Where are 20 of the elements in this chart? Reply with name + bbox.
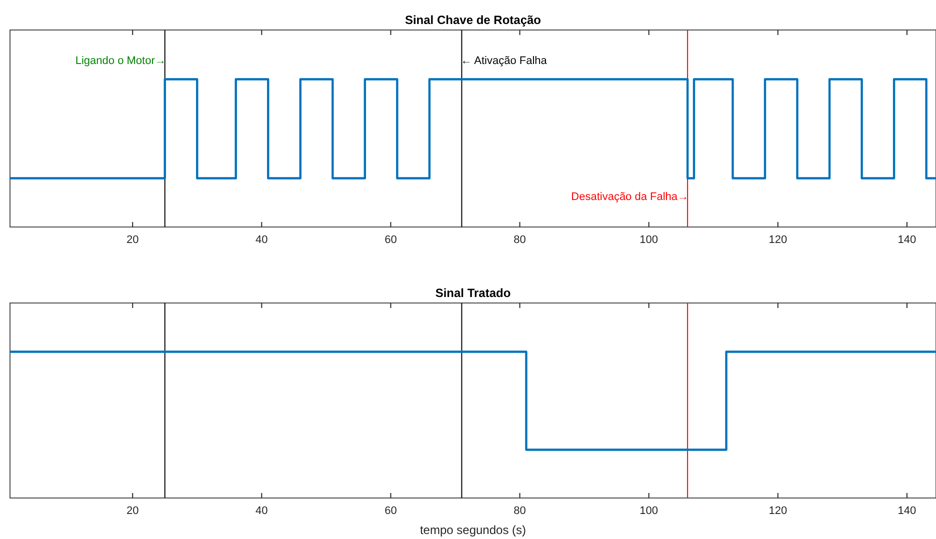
x-axis-title: tempo segundos (s) bbox=[420, 523, 526, 537]
x-tick-label: 40 bbox=[256, 505, 268, 517]
x-tick-label: 100 bbox=[640, 234, 658, 246]
ref-line-label: ← Ativação Falha bbox=[460, 55, 548, 67]
x-tick-label: 20 bbox=[126, 234, 139, 246]
x-tick-label: 80 bbox=[514, 505, 526, 517]
x-tick-label: 140 bbox=[898, 505, 916, 517]
x-tick-label: 140 bbox=[898, 234, 916, 246]
ref-line-label: Ligando o Motor→ bbox=[75, 55, 166, 67]
x-tick-label: 80 bbox=[514, 234, 526, 246]
x-tick-label: 120 bbox=[768, 234, 788, 246]
ref-line-label: Desativação da Falha→ bbox=[571, 191, 689, 203]
x-tick-label: 100 bbox=[640, 505, 658, 517]
chart-title: Sinal Chave de Rotação bbox=[404, 13, 542, 27]
x-tick-label: 60 bbox=[384, 234, 397, 246]
chart-title: Sinal Tratado bbox=[435, 286, 511, 300]
x-tick-label: 120 bbox=[768, 505, 788, 517]
x-tick-label: 60 bbox=[384, 505, 397, 517]
x-tick-label: 40 bbox=[256, 234, 268, 246]
x-tick-label: 20 bbox=[126, 505, 139, 517]
